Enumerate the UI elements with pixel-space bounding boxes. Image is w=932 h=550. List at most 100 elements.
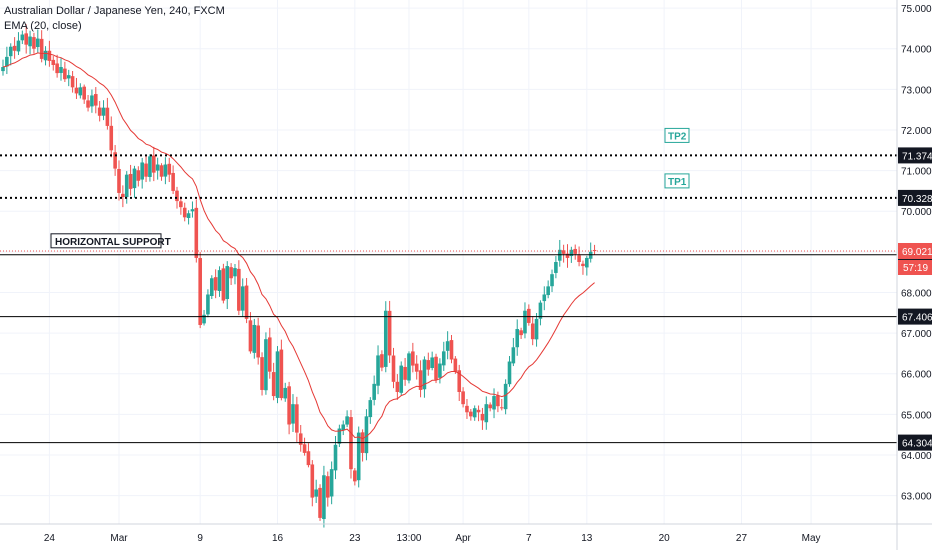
candle-body [550, 274, 554, 287]
candle-body [577, 255, 581, 262]
candle-body [523, 310, 527, 334]
candle-body [51, 59, 56, 65]
candle-body [438, 363, 442, 378]
candle-body [47, 50, 52, 61]
tp1-label: TP1 [668, 177, 687, 188]
candle-body [12, 45, 17, 51]
candle-body [418, 370, 423, 390]
level-price-tag-bg [898, 434, 932, 451]
time-tick-label: Mar [110, 533, 128, 544]
tp1-box[interactable] [664, 173, 690, 189]
candle-body [244, 285, 249, 319]
candle-body [538, 302, 543, 319]
candle-body [387, 310, 392, 356]
candle-body [35, 38, 40, 48]
candle-body [527, 308, 531, 323]
candle-body [403, 366, 407, 380]
candle-body [175, 190, 179, 202]
candle-body [426, 360, 431, 370]
candle-body [260, 357, 264, 390]
candle-body [206, 294, 210, 315]
candle-body [484, 404, 489, 423]
price-tick-label: 67.000 [901, 329, 932, 340]
candle-body [20, 34, 25, 41]
candle-body [240, 286, 245, 311]
candle-body [198, 258, 202, 325]
candle-body [530, 323, 535, 340]
candle-body [488, 404, 492, 409]
candle-body [163, 164, 168, 177]
time-tick-label: 7 [526, 533, 532, 544]
price-tick-label: 63.000 [901, 492, 932, 503]
candle-body [82, 86, 86, 100]
candle-body [213, 277, 218, 291]
candle-body [434, 356, 438, 380]
candle-body [124, 174, 129, 198]
support-label-box[interactable] [50, 233, 162, 249]
candle-body [144, 163, 148, 177]
price-tick-label: 65.000 [901, 410, 932, 421]
candle-body [209, 278, 214, 296]
candle-body [546, 286, 550, 296]
candle-body [59, 67, 63, 73]
candle-body [283, 387, 288, 399]
candle-body [306, 451, 311, 466]
price-tick-label: 70.000 [901, 207, 932, 218]
candle-body [503, 383, 508, 410]
candle-body [407, 353, 411, 381]
time-tick-label: May [802, 533, 821, 544]
candle-body [97, 107, 102, 116]
candle-body [314, 489, 318, 497]
candle-body [368, 400, 373, 418]
candle-body [507, 361, 512, 385]
candle-body [252, 324, 257, 353]
candle-body [248, 320, 253, 352]
candle-body [353, 470, 357, 482]
price-tick-label: 73.000 [901, 85, 932, 96]
candle-body [221, 268, 226, 301]
candle-body [322, 475, 326, 520]
candle-body [302, 444, 307, 453]
level-price-tag: 67.406 [902, 313, 932, 324]
candle-body [271, 372, 276, 397]
candle-body [399, 365, 404, 393]
candle-body [256, 325, 260, 358]
candle-body [534, 318, 539, 340]
candle-body [329, 469, 334, 497]
candle-body [74, 87, 79, 94]
candle-body [182, 207, 187, 218]
price-tick-label: 66.000 [901, 370, 932, 381]
candle-body [136, 170, 141, 181]
candle-body [86, 100, 90, 108]
indicator-legend: EMA (20, close) [4, 20, 82, 32]
candle-body [5, 56, 9, 67]
candle-body [356, 432, 361, 481]
candle-body [121, 193, 125, 198]
tp2-box[interactable] [664, 127, 690, 143]
candle-body [469, 411, 473, 417]
candle-body [581, 263, 585, 267]
countdown-tag: 57:19 [903, 263, 928, 274]
level-price-tag-bg [898, 308, 932, 325]
candle-body [28, 36, 32, 47]
candle-body [445, 341, 450, 351]
candle-body [186, 213, 191, 219]
time-tick-label: 13 [581, 533, 593, 544]
candle-body [341, 424, 346, 431]
candle-body [159, 165, 164, 177]
candle-body [461, 391, 465, 405]
time-tick-label: 16 [272, 533, 284, 544]
candle-body [275, 351, 280, 398]
candle-body [155, 164, 160, 171]
candle-body [101, 107, 106, 116]
candle-body [453, 358, 458, 372]
candle-body [325, 476, 330, 498]
candle-body [78, 87, 83, 96]
candle-body [171, 172, 175, 191]
candle-body [113, 152, 117, 169]
candle-body [151, 155, 156, 173]
candle-body [414, 363, 419, 372]
candle-body [109, 125, 114, 151]
support-label: HORIZONTAL SUPPORT [55, 237, 171, 248]
